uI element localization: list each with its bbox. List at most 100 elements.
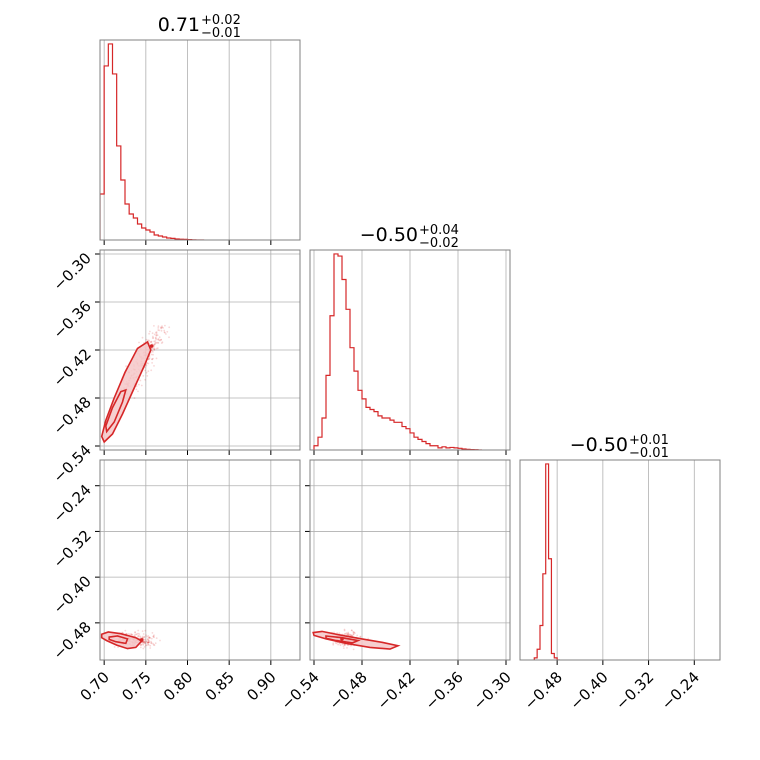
sample-point	[147, 638, 150, 641]
sample-point	[133, 634, 136, 637]
sample-point	[161, 326, 164, 329]
plot-area	[533, 463, 560, 660]
sample-point	[144, 642, 147, 645]
sample-point	[142, 647, 145, 650]
sample-point	[345, 632, 348, 635]
sample-point	[160, 327, 163, 330]
sample-point	[125, 365, 127, 368]
title-minus-0: −0.01	[201, 26, 241, 41]
sample-point	[154, 340, 157, 342]
sample-point	[148, 639, 150, 642]
sample-point	[137, 629, 140, 632]
sample-point	[138, 633, 141, 635]
sample-point	[150, 341, 153, 343]
sample-point	[158, 339, 161, 342]
sample-point	[130, 633, 133, 635]
sample-point	[152, 351, 154, 353]
sample-point	[139, 646, 142, 649]
histogram-step	[313, 253, 482, 450]
sample-point	[146, 635, 148, 638]
sample-point	[334, 641, 337, 644]
sample-point	[137, 632, 139, 635]
sample-point	[346, 632, 349, 635]
sample-point	[153, 347, 156, 350]
sample-point	[155, 347, 158, 350]
sample-point	[154, 342, 156, 345]
sample-point	[135, 385, 138, 388]
sample-point	[155, 342, 158, 344]
sample-point	[333, 631, 335, 634]
x-tick-label: 0.70	[77, 668, 113, 704]
y-tick-label: −0.36	[50, 297, 95, 342]
sample-point	[338, 632, 341, 634]
sample-point	[159, 639, 161, 642]
sample-point	[146, 644, 148, 647]
sample-point	[117, 646, 119, 648]
x-tick-label: −0.24	[658, 668, 703, 713]
sample-point	[145, 371, 148, 374]
axes-frame	[99, 39, 301, 241]
sample-point	[151, 358, 154, 361]
plot-area	[100, 324, 171, 444]
sample-point	[156, 334, 159, 337]
sample-point	[143, 635, 146, 638]
title-value-0: 0.71	[158, 14, 200, 36]
sample-point	[160, 342, 163, 344]
sample-point	[151, 349, 154, 352]
sample-point	[151, 632, 154, 634]
title-value-2: −0.50	[570, 434, 628, 456]
sample-point	[147, 639, 150, 642]
sample-point	[338, 642, 341, 645]
panel-hist-2: −0.48 −0.40 −0.32 −0.24	[519, 459, 721, 713]
sample-point	[351, 634, 354, 637]
sample-point	[141, 641, 144, 644]
sample-point	[148, 636, 151, 639]
sample-point	[145, 640, 148, 643]
sample-point	[346, 647, 348, 649]
title-param-2: −0.50 +0.01 −0.01	[570, 433, 669, 461]
sample-point	[157, 327, 160, 329]
sample-point	[146, 375, 149, 377]
sample-point	[161, 325, 163, 327]
sample-point	[152, 642, 154, 645]
sample-point	[168, 326, 171, 329]
histogram-step	[100, 43, 205, 240]
sample-point	[135, 388, 138, 391]
sample-point	[144, 644, 147, 647]
title-param-1: −0.50 +0.04 −0.02	[360, 223, 459, 251]
sample-point	[146, 362, 149, 364]
sample-point	[155, 332, 158, 335]
y-tick-label: −0.40	[50, 572, 95, 617]
sample-point	[151, 332, 154, 335]
sample-point	[142, 644, 145, 646]
sample-point	[163, 329, 166, 332]
sample-point	[133, 397, 136, 399]
title-plus-1: +0.04	[419, 223, 459, 238]
mode-point	[139, 638, 144, 642]
sample-point	[157, 338, 160, 340]
panel-hist-0	[99, 39, 301, 245]
sample-point	[150, 369, 153, 372]
sample-point	[143, 641, 145, 644]
x-tick-label: −0.48	[521, 668, 566, 713]
sample-point	[154, 343, 156, 346]
sample-point	[348, 633, 351, 636]
sample-point	[131, 633, 133, 636]
sample-point	[367, 637, 369, 640]
sample-point	[352, 631, 354, 633]
sample-point	[154, 337, 157, 339]
sample-point	[152, 635, 155, 638]
x-tick-label: −0.32	[612, 668, 657, 713]
sample-point	[353, 631, 355, 634]
sample-point	[144, 629, 147, 632]
sample-point	[135, 633, 138, 636]
sample-point	[343, 629, 346, 632]
plot-area	[100, 43, 205, 240]
x-tick-label: −0.54	[278, 668, 323, 713]
sample-point	[346, 644, 349, 647]
sample-point	[144, 369, 147, 372]
x-tick-label: 0.75	[118, 668, 154, 704]
sample-point	[147, 641, 150, 644]
sample-point	[154, 341, 157, 344]
sample-point	[145, 634, 148, 637]
